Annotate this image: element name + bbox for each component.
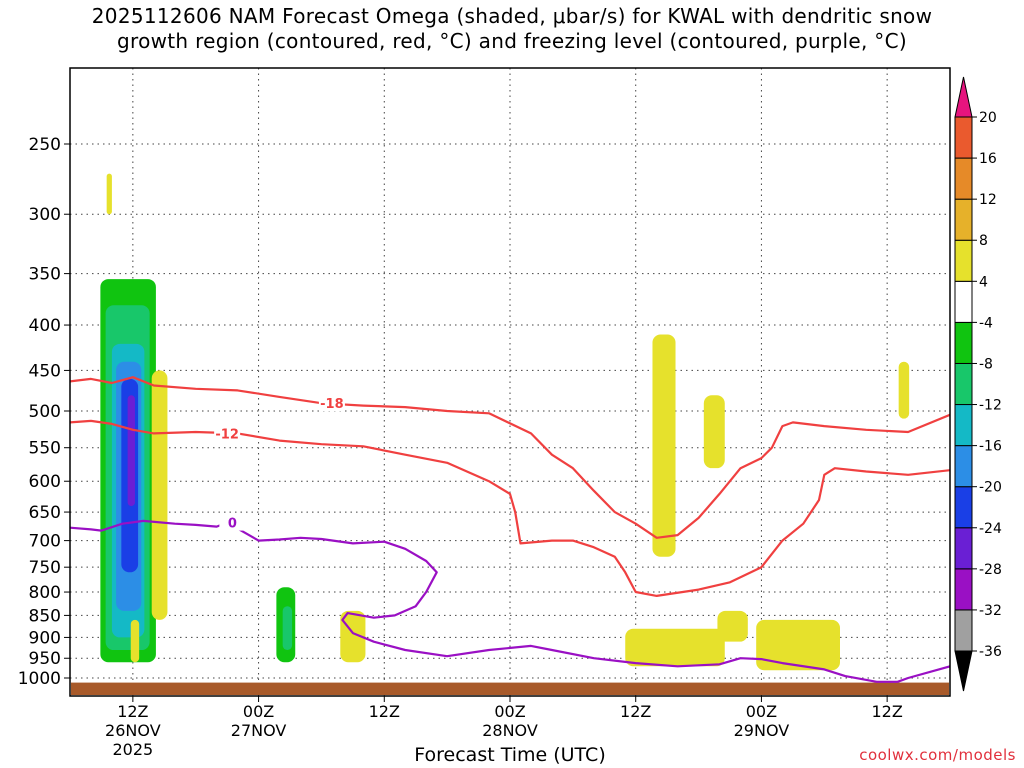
colorbar-segment xyxy=(954,486,973,529)
colorbar-segment xyxy=(954,362,973,406)
y-axis: 2503003504004505005506006507007508008509… xyxy=(18,135,70,689)
colorbar-label: 16 xyxy=(979,151,997,167)
omega-region xyxy=(127,395,135,507)
colorbar-label: -36 xyxy=(979,644,1002,660)
chart-title: 2025112606 NAM Forecast Omega (shaded, μ… xyxy=(0,4,1024,54)
x-tick-label: 00Z xyxy=(746,702,777,721)
omega-region xyxy=(106,173,112,215)
y-tick-label: 750 xyxy=(29,558,61,578)
y-tick-label: 600 xyxy=(29,472,61,492)
x-tick-label: 12Z xyxy=(620,702,651,721)
colorbar-segment xyxy=(954,321,973,364)
y-tick-label: 500 xyxy=(29,402,61,422)
colorbar-label: -12 xyxy=(979,398,1002,414)
omega-region xyxy=(130,619,140,663)
terrain-strip xyxy=(71,682,949,695)
colorbar-label: -32 xyxy=(979,603,1002,619)
y-tick-label: 550 xyxy=(29,439,61,459)
y-tick-label: 350 xyxy=(29,265,61,285)
credit-text: coolwx.com/models xyxy=(859,746,1016,764)
x-tick-label: 12Z xyxy=(369,702,400,721)
omega-region xyxy=(703,395,725,469)
omega-region xyxy=(652,334,676,557)
colorbar-label: -4 xyxy=(979,315,993,331)
x-tick-label: 00Z xyxy=(494,702,525,721)
colorbar-segment xyxy=(954,445,973,488)
colorbar-segment xyxy=(954,157,973,200)
contours: -18 -12 0 xyxy=(70,376,950,683)
x-tick-label: 27NOV xyxy=(231,721,287,740)
chart-title-line1: 2025112606 NAM Forecast Omega (shaded, μ… xyxy=(91,4,933,28)
omega-region xyxy=(756,619,840,671)
y-tick-label: 250 xyxy=(29,135,61,155)
omega-region xyxy=(898,361,910,419)
colorbar-label: -24 xyxy=(979,521,1002,537)
omega-region xyxy=(717,610,748,642)
colorbar-label: -20 xyxy=(979,480,1002,496)
contour-label-bg xyxy=(219,514,246,531)
contour-label-bg xyxy=(214,425,241,442)
colorbar-segment xyxy=(954,116,973,159)
colorbar-arrow-high xyxy=(954,76,973,118)
x-tick-label: 12Z xyxy=(871,702,902,721)
y-tick-label: 950 xyxy=(29,649,61,669)
contour-label: 0 xyxy=(228,517,237,532)
x-tick-label: 00Z xyxy=(243,702,274,721)
colorbar-label: 8 xyxy=(979,233,988,249)
terrain xyxy=(71,682,949,695)
y-tick-label: 700 xyxy=(29,532,61,552)
contour-line xyxy=(70,376,950,539)
contour-label: -18 xyxy=(320,397,344,412)
y-tick-label: 1000 xyxy=(18,669,61,689)
y-tick-label: 850 xyxy=(29,606,61,626)
contour-label-bg xyxy=(318,395,345,412)
omega-region xyxy=(282,606,293,651)
y-tick-label: 450 xyxy=(29,361,61,381)
colorbar-label: 20 xyxy=(979,110,997,126)
grid xyxy=(70,68,950,696)
colorbar: -36 -32 -28 -24 -20 -16 -12 -8 -4 4 8 12 16 20 xyxy=(954,76,1002,692)
colorbar-arrow-low xyxy=(954,650,973,692)
colorbar-label: 12 xyxy=(979,192,997,208)
colorbar-segment xyxy=(954,239,973,282)
contour-label: -12 xyxy=(215,427,239,442)
colorbar-segment xyxy=(954,527,973,570)
y-tick-label: 300 xyxy=(29,205,61,225)
x-axis-title: Forecast Time (UTC) xyxy=(414,744,606,766)
colorbar-label: 4 xyxy=(979,274,988,290)
omega-region xyxy=(625,628,725,667)
colorbar-segment xyxy=(954,568,973,611)
x-tick-label: 26NOV xyxy=(105,721,161,740)
colorbar-segment xyxy=(954,280,973,323)
x-tick-label: 12Z xyxy=(117,702,148,721)
colorbar-label: -28 xyxy=(979,562,1002,578)
y-tick-label: 900 xyxy=(29,628,61,648)
y-tick-label: 400 xyxy=(29,316,61,336)
colorbar-segment xyxy=(954,198,973,241)
x-tick-label: 28NOV xyxy=(482,721,538,740)
chart-title-line2: growth region (contoured, red, °C) and f… xyxy=(117,29,907,53)
contour-line xyxy=(70,519,950,683)
colorbar-segment xyxy=(954,609,973,652)
colorbar-segment xyxy=(954,404,973,447)
colorbar-label: -16 xyxy=(979,439,1002,455)
x-tick-label: 2025 xyxy=(112,740,153,759)
y-tick-label: 800 xyxy=(29,583,61,603)
y-tick-label: 650 xyxy=(29,503,61,523)
colorbar-label: -8 xyxy=(979,356,993,372)
x-tick-label: 29NOV xyxy=(734,721,790,740)
omega-region xyxy=(151,370,168,620)
